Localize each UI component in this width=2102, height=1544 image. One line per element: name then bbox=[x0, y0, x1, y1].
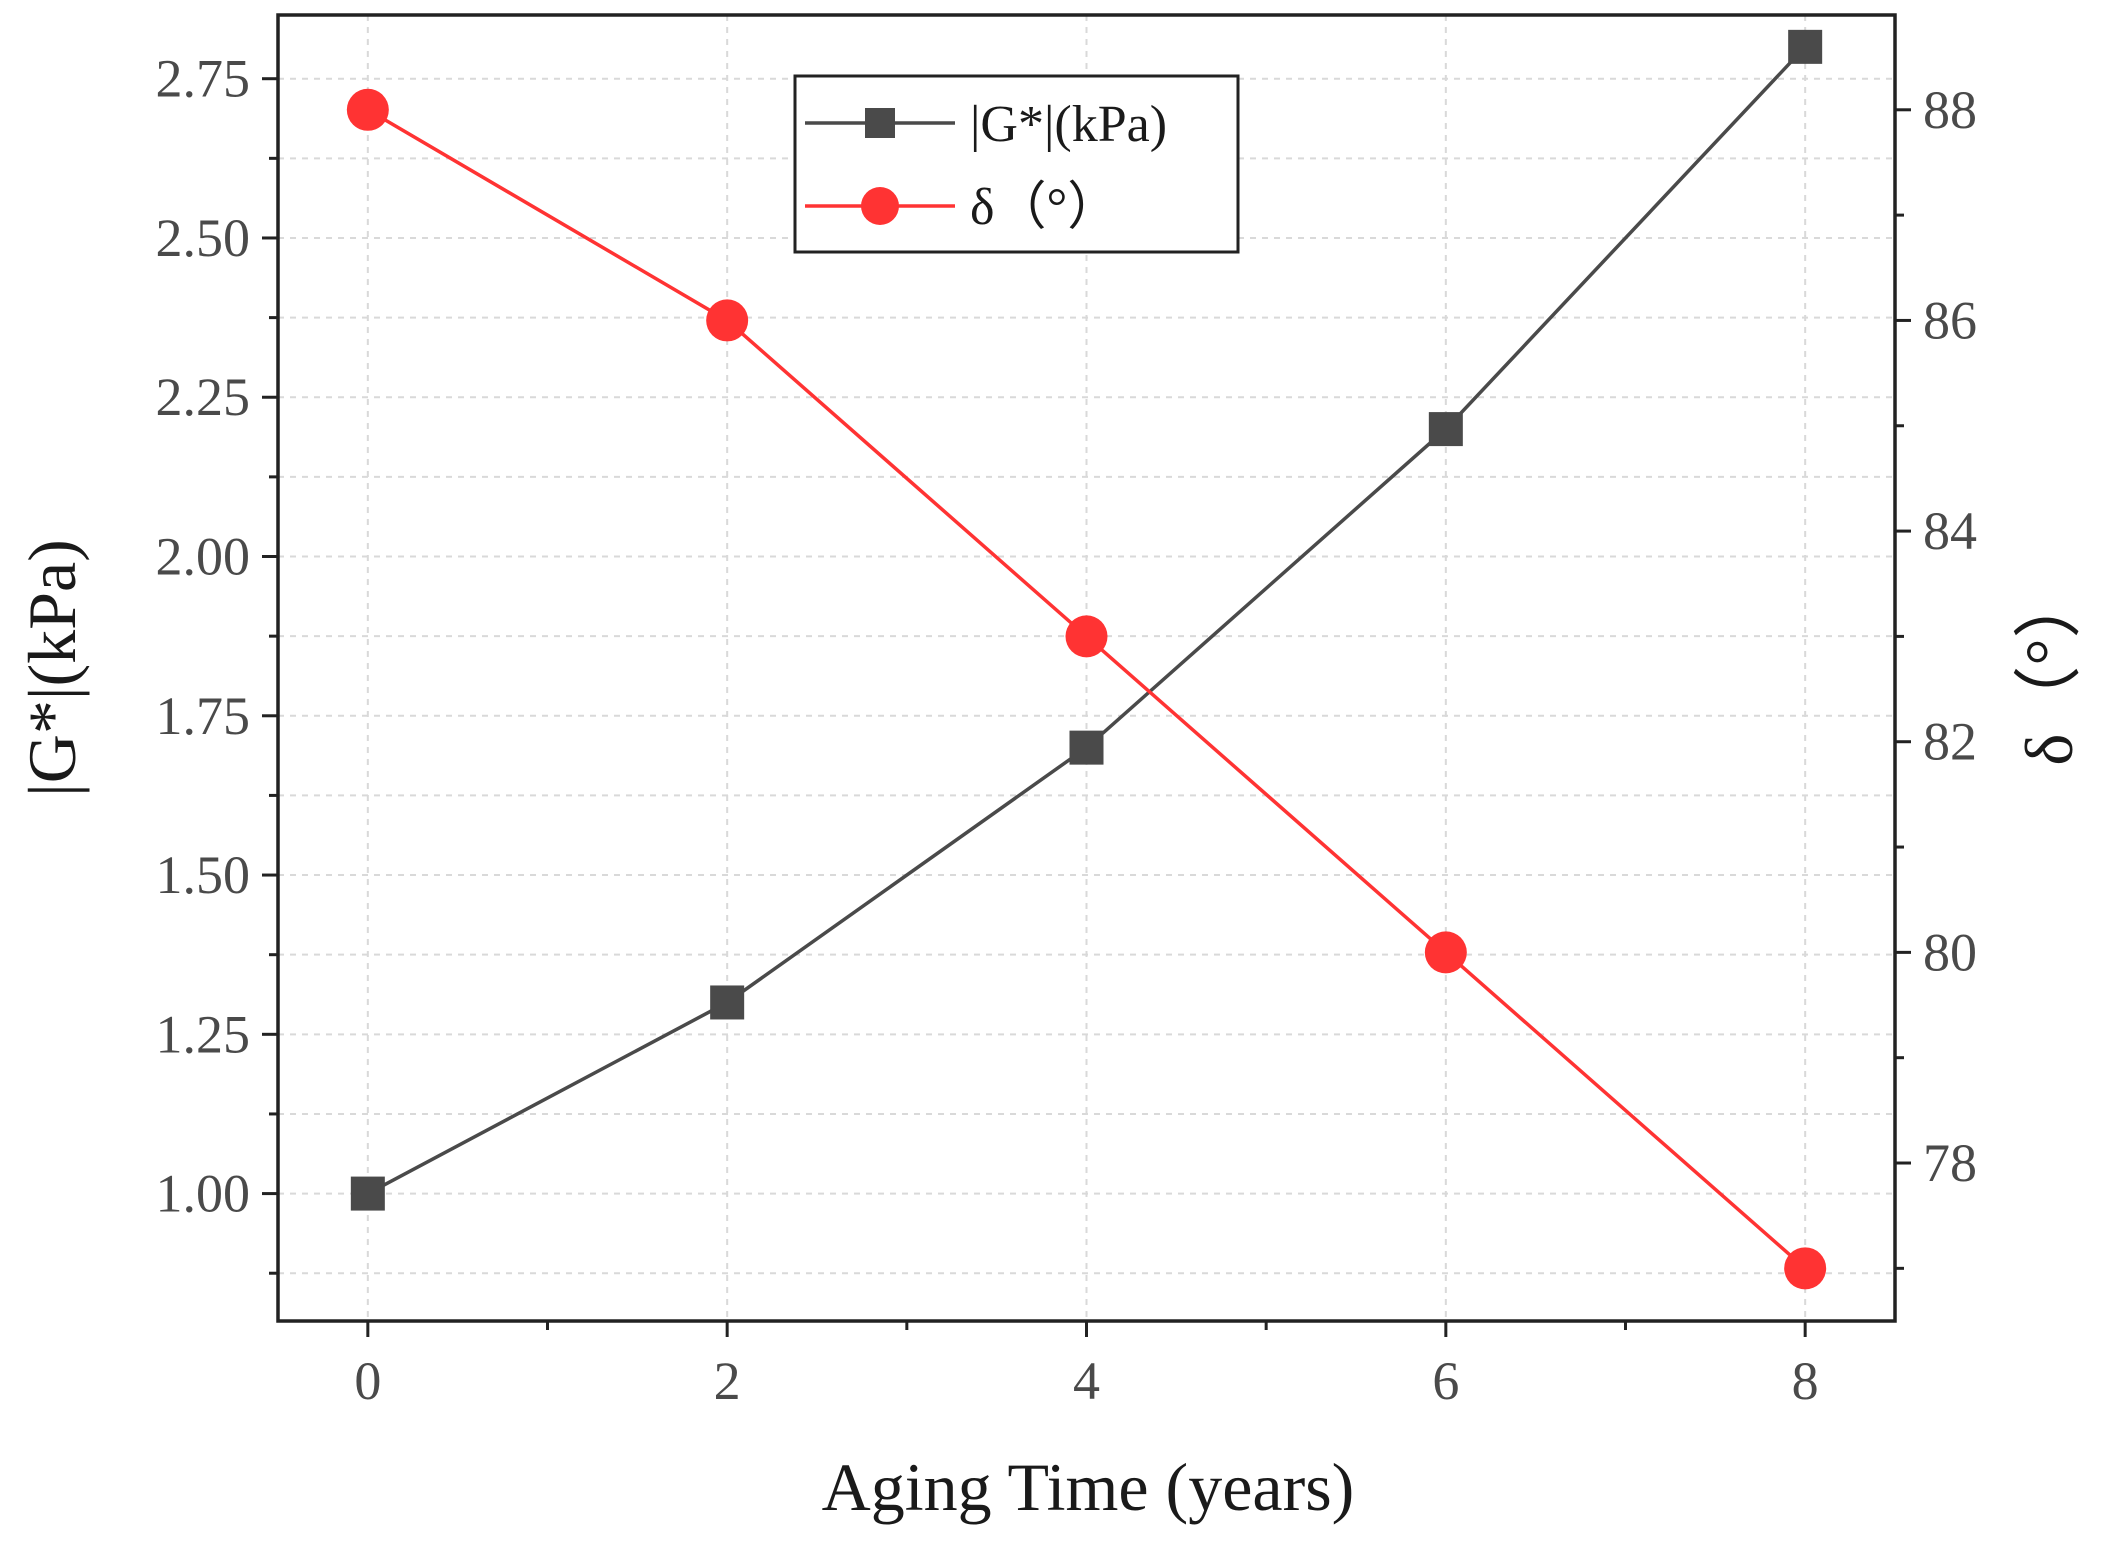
data-point-circle bbox=[1784, 1247, 1827, 1290]
data-point-circle bbox=[346, 88, 389, 131]
y-tick-label: 2.00 bbox=[156, 527, 251, 587]
data-point-square bbox=[350, 1176, 385, 1211]
x-tick-label: 8 bbox=[1792, 1351, 1819, 1411]
data-point-circle bbox=[706, 299, 749, 342]
y-tick-label: 1.25 bbox=[156, 1004, 251, 1064]
x-tick-label: 4 bbox=[1073, 1351, 1100, 1411]
y-tick-label: 2.50 bbox=[156, 208, 251, 268]
y-tick-label: 2.75 bbox=[156, 49, 251, 109]
data-point-square bbox=[710, 985, 745, 1020]
y2-tick-label: 86 bbox=[1923, 290, 1977, 350]
y-axis-title: |G*|(kPa) bbox=[14, 539, 90, 797]
y-tick-label: 1.00 bbox=[156, 1164, 251, 1224]
data-point-square bbox=[1428, 412, 1463, 447]
data-point-circle bbox=[1065, 615, 1108, 658]
series-layer bbox=[346, 29, 1827, 1290]
ticks-layer: 0 2 4 6 8 1.00 1.25 1.50 1.75 2.00 2.25 2.50 2.75 78 8… bbox=[156, 49, 1978, 1411]
y-tick-label: 1.75 bbox=[156, 686, 251, 746]
data-point-circle bbox=[1424, 931, 1467, 974]
x-tick-label: 0 bbox=[354, 1351, 381, 1411]
x-tick-label: 6 bbox=[1432, 1351, 1459, 1411]
y2-axis-title: δ（°） bbox=[2011, 570, 2087, 765]
y-tick-label: 1.50 bbox=[156, 845, 251, 905]
legend-label-delta: δ（°） bbox=[970, 179, 1119, 236]
data-point-square bbox=[1069, 730, 1104, 765]
x-tick-label: 2 bbox=[714, 1351, 741, 1411]
legend: |G*|(kPa) δ（°） bbox=[793, 74, 1240, 254]
data-point-square bbox=[1788, 29, 1823, 64]
y2-tick-label: 78 bbox=[1923, 1133, 1977, 1193]
y-tick-label: 2.25 bbox=[156, 367, 251, 427]
y2-tick-label: 82 bbox=[1923, 712, 1977, 772]
x-axis-title: Aging Time (years) bbox=[822, 1449, 1355, 1525]
legend-marker-square bbox=[865, 108, 895, 138]
y2-tick-label: 80 bbox=[1923, 922, 1977, 982]
y2-tick-label: 88 bbox=[1923, 80, 1977, 140]
legend-box bbox=[793, 74, 1240, 254]
y2-tick-label: 84 bbox=[1923, 501, 1977, 561]
legend-label-g: |G*|(kPa) bbox=[970, 96, 1167, 153]
legend-marker-circle bbox=[861, 187, 899, 225]
